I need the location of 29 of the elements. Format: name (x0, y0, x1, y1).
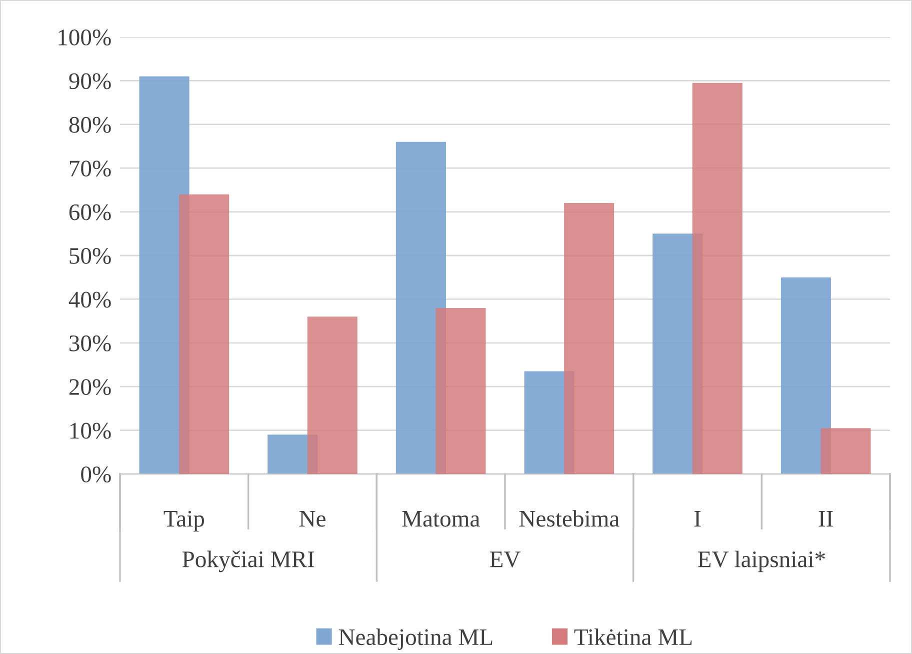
x-tick-label: II (818, 511, 833, 526)
text: EV (490, 552, 520, 568)
bar (436, 308, 486, 474)
y-tick-label: 10% (70, 422, 111, 439)
y-tick-label: 30% (70, 335, 111, 352)
y-tick-label: 90% (69, 73, 111, 90)
y-tick-label: 20% (69, 379, 111, 396)
y-tick-label: 0% (81, 466, 111, 482)
y-tick-label: 40% (68, 292, 111, 308)
y-tick-label: 50% (70, 248, 111, 264)
x-tick-label: Taip (164, 510, 204, 532)
bar (179, 194, 230, 474)
bar (780, 277, 831, 474)
y-tick-label: 60% (69, 204, 111, 220)
bar (307, 316, 358, 474)
y-tick-label: 80% (69, 116, 111, 133)
legend-label: Neabejotina ML (338, 628, 492, 650)
legend-label: Tikėtina ML (574, 628, 692, 646)
x-tick-label: Matoma (402, 511, 480, 527)
text: EV laipsniai* (698, 550, 825, 572)
y-tick-label: 100% (58, 29, 111, 46)
x-tick-label: Nestebima (519, 510, 620, 527)
x-tick-label: Ne (299, 511, 326, 527)
bar (564, 203, 614, 474)
x-tick-label: I (694, 511, 701, 526)
text: Pokyčiai MRI (182, 550, 314, 572)
bar (692, 82, 742, 474)
y-tick-label: 70% (70, 160, 111, 177)
bar (820, 428, 871, 474)
